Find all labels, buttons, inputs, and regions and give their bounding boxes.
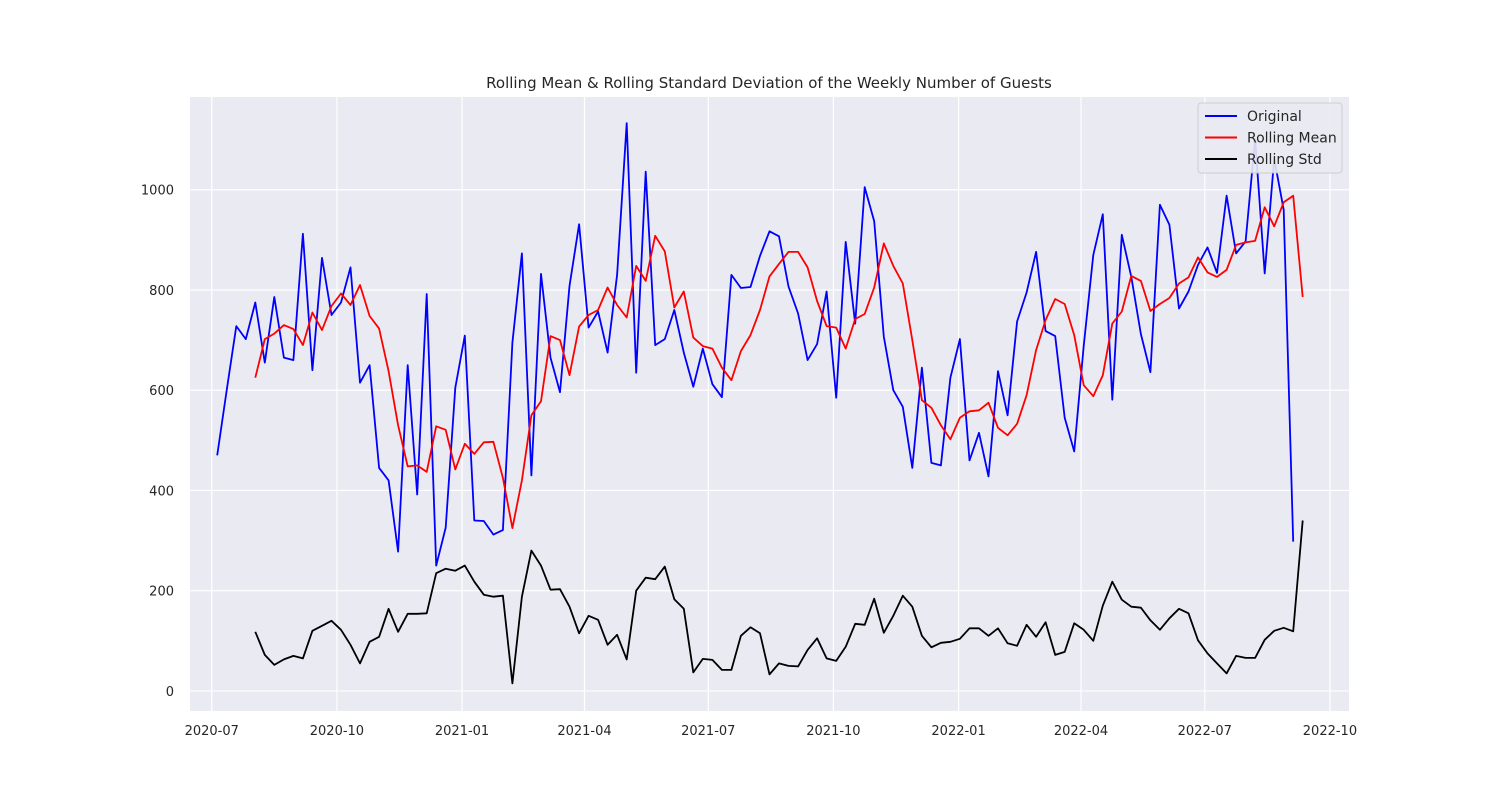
series-lines	[216, 122, 1304, 685]
x-tick-label: 2021-01	[435, 724, 489, 739]
legend-label: Rolling Mean	[1247, 131, 1337, 147]
y-tick-label: 800	[149, 284, 174, 299]
y-tick-label: 200	[149, 585, 174, 600]
series-line-rolling-std	[254, 520, 1304, 685]
x-tick-label: 2021-10	[806, 724, 860, 739]
plot-background	[190, 97, 1349, 711]
x-tick-label: 2022-04	[1054, 724, 1108, 739]
series-line-original	[216, 122, 1295, 567]
x-tick-label: 2021-07	[681, 724, 735, 739]
x-tick-labels: 2020-07 2020-10 2021-01 2021-04 2021-07 2021-…	[185, 724, 1358, 739]
legend: Original Rolling Mean Rolling Std	[1197, 102, 1343, 174]
y-tick-labels: 0 200 400 600 800 1000	[141, 184, 174, 700]
x-tick-label: 2021-04	[557, 724, 611, 739]
y-tick-label: 600	[149, 384, 174, 399]
series-line-rolling-mean	[254, 194, 1304, 529]
grid-lines	[190, 97, 1349, 711]
y-tick-label: 400	[149, 484, 174, 499]
chart-title: Rolling Mean & Rolling Standard Deviatio…	[486, 74, 1052, 92]
x-tick-label: 2022-10	[1303, 724, 1357, 739]
x-tick-label: 2020-07	[185, 724, 239, 739]
x-tick-label: 2022-07	[1178, 724, 1232, 739]
y-tick-label: 0	[166, 685, 174, 700]
y-tick-label: 1000	[141, 184, 174, 199]
legend-label: Original	[1247, 109, 1302, 125]
legend-box	[1197, 102, 1343, 174]
legend-label: Rolling Std	[1247, 152, 1322, 168]
x-tick-label: 2022-01	[931, 724, 985, 739]
x-tick-label: 2020-10	[310, 724, 364, 739]
